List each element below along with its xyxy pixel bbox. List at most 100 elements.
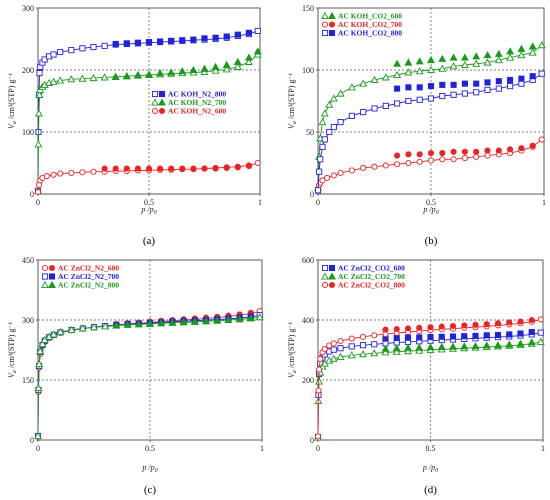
adsorption-point: [330, 346, 337, 353]
adsorption-point: [392, 347, 401, 355]
legend-marker-filled: [328, 281, 336, 289]
desorption-point: [472, 321, 479, 328]
desorption-point: [382, 326, 389, 333]
adsorption-point: [317, 355, 324, 363]
adsorption-point: [337, 119, 344, 126]
adsorption-point: [49, 77, 58, 85]
desorption-point: [405, 151, 412, 158]
desorption-point: [393, 59, 402, 67]
legend-marker-open: [321, 21, 329, 28]
series-AC KOH_CO2_600: [314, 41, 546, 191]
legend-marker-open: [321, 264, 329, 272]
y-tick-label: 600: [302, 256, 314, 265]
adsorption-point: [360, 164, 367, 172]
adsorption-point: [38, 339, 47, 348]
desorption-point: [190, 317, 199, 325]
x-tick-label: 0: [36, 198, 40, 207]
adsorption-point: [449, 62, 458, 70]
desorption-point: [246, 313, 255, 322]
adsorption-point: [67, 75, 76, 83]
desorption-point: [483, 50, 492, 59]
desorption-point: [461, 148, 468, 155]
adsorption-point: [506, 53, 515, 61]
x-tick-label: 0: [316, 198, 320, 207]
adsorption-point: [89, 73, 98, 82]
desorption-point: [427, 55, 435, 64]
desorption-point: [461, 322, 468, 329]
desorption-point: [449, 322, 457, 330]
adsorption-point: [537, 329, 544, 336]
adsorption-point: [330, 123, 337, 131]
desorption-point: [404, 325, 412, 332]
desorption-point: [427, 334, 434, 341]
adsorption-point: [415, 67, 424, 75]
desorption-point: [460, 342, 469, 350]
adsorption-point: [49, 330, 58, 338]
desorption-point: [190, 165, 197, 172]
adsorption-point: [394, 161, 401, 168]
adsorption-point: [57, 170, 64, 177]
adsorption-point: [34, 431, 42, 440]
adsorption-point: [323, 174, 331, 181]
legend-marker-open: [41, 273, 49, 280]
legend-marker-filled: [328, 272, 336, 280]
x-tick-label: 0.5: [426, 444, 436, 453]
series-AC ZnCl2_CO2_700: [314, 337, 545, 441]
desorption-point: [416, 151, 423, 158]
adsorption-point: [337, 345, 344, 352]
adsorption-point: [35, 90, 44, 98]
desorption-point: [461, 333, 468, 340]
adsorption-point: [337, 337, 344, 345]
desorption-point: [157, 38, 164, 45]
desorption-point: [134, 165, 141, 172]
adsorption-point: [517, 50, 526, 59]
adsorption-point: [43, 172, 50, 180]
desorption-point: [201, 165, 208, 172]
desorption-point: [494, 49, 503, 57]
adsorption-point: [68, 47, 75, 54]
desorption-point: [494, 341, 502, 349]
y-tick-label: 400: [302, 316, 314, 325]
desorption-point: [528, 42, 537, 50]
desorption-point: [529, 142, 536, 149]
adsorption-point: [79, 169, 86, 176]
adsorption-point: [371, 105, 378, 112]
desorption-point: [213, 316, 222, 324]
legend-marker-open: [41, 264, 49, 272]
desorption-point: [134, 39, 141, 46]
adsorption-point: [319, 177, 326, 184]
desorption-point: [223, 33, 230, 40]
desorption-point: [426, 343, 435, 351]
desorption-point: [156, 68, 165, 77]
desorption-point: [517, 318, 524, 325]
x-axis-label: p /p0: [422, 205, 438, 216]
adsorption-point: [254, 159, 261, 167]
desorption-point: [507, 146, 514, 153]
desorption-point: [427, 324, 434, 331]
desorption-point: [483, 321, 490, 328]
desorption-point: [438, 333, 445, 340]
adsorption-point: [330, 340, 337, 347]
x-tick-label: 0.5: [426, 198, 436, 207]
x-tick-label: 0.5: [144, 198, 154, 207]
adsorption-point: [537, 41, 546, 49]
desorption-point: [416, 324, 423, 331]
adsorption-point: [325, 100, 334, 108]
desorption-point: [507, 76, 514, 83]
adsorption-point: [381, 73, 390, 81]
desorption-point: [528, 316, 535, 324]
adsorption-point: [330, 172, 337, 179]
desorption-point: [527, 338, 536, 346]
adsorption-point: [35, 359, 44, 368]
adsorption-point: [473, 89, 480, 96]
desorption-point: [394, 152, 401, 159]
adsorption-point: [319, 143, 326, 150]
adsorption-point: [404, 68, 413, 76]
legend-marker-open: [151, 98, 159, 106]
adsorption-point: [90, 323, 98, 331]
desorption-point: [473, 148, 480, 155]
desorption-point: [167, 68, 176, 76]
legend-marker-filled: [48, 264, 56, 272]
adsorption-point: [348, 167, 355, 174]
